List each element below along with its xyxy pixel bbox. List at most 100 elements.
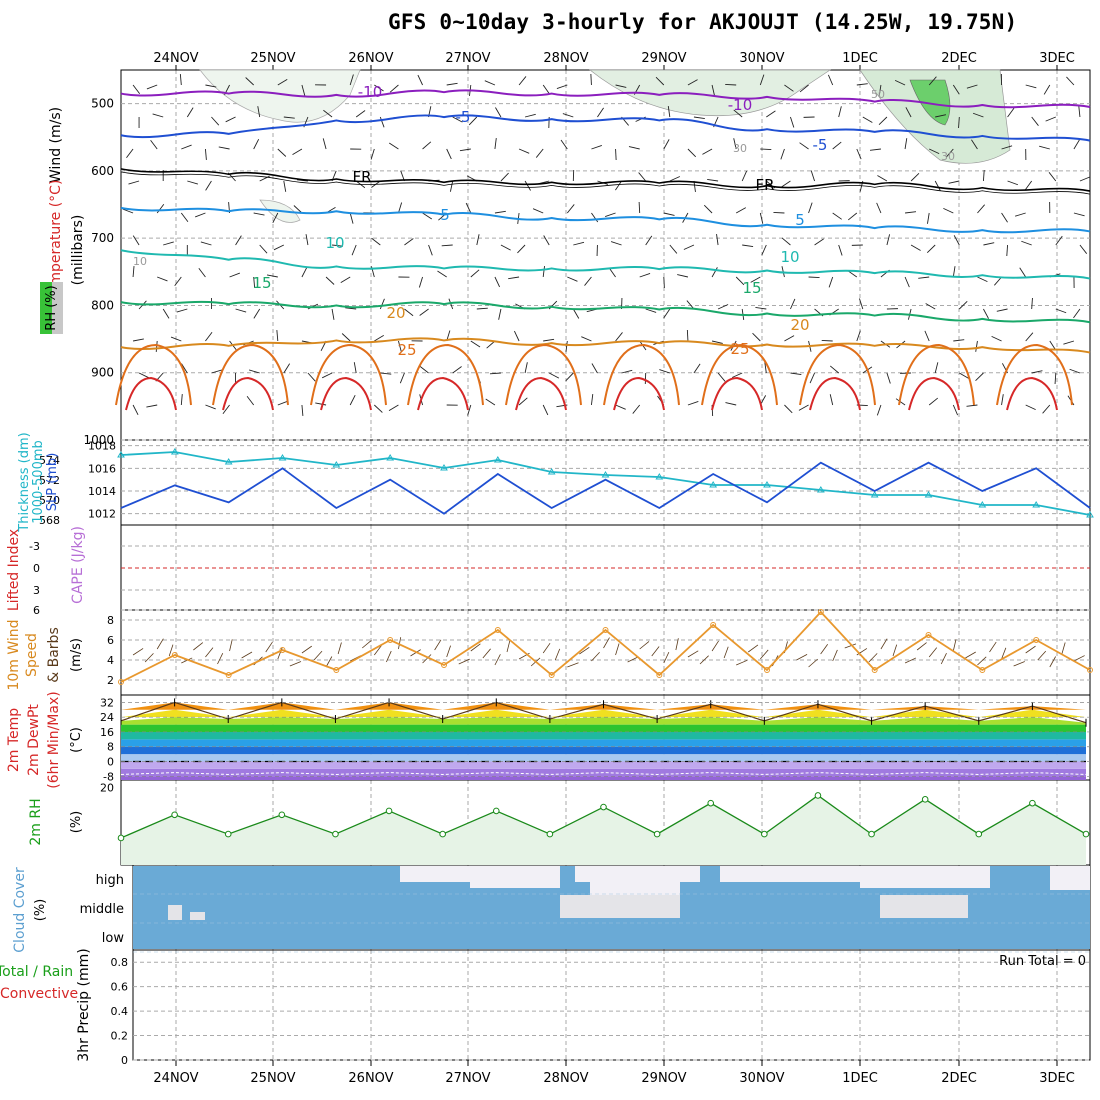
ylabel-2m-rh: 2m RH bbox=[28, 798, 44, 845]
wind-barb bbox=[253, 138, 260, 150]
wind-barb bbox=[205, 404, 216, 410]
wind-barb bbox=[307, 372, 316, 382]
wind-barb bbox=[494, 276, 500, 288]
wind-barb bbox=[229, 272, 240, 278]
wind-barb bbox=[904, 138, 908, 150]
wind-barb bbox=[1048, 172, 1057, 182]
rh-marker bbox=[332, 830, 339, 838]
wind-barb bbox=[277, 400, 289, 406]
thickness-line-marker bbox=[978, 501, 987, 508]
ylabel-rh: RH (%) bbox=[44, 285, 59, 330]
wind-barb bbox=[486, 340, 496, 349]
rh-marker bbox=[546, 830, 554, 838]
wind-barb bbox=[1024, 180, 1033, 191]
wind-barb bbox=[331, 308, 335, 320]
wind-barb bbox=[524, 180, 531, 191]
wind-barb bbox=[349, 212, 354, 224]
wind-barb bbox=[972, 112, 984, 118]
wind-barb bbox=[735, 207, 747, 214]
wind-barb-10m bbox=[808, 658, 818, 668]
wind-barb bbox=[686, 329, 689, 342]
temp-contour-30 bbox=[320, 376, 372, 411]
temp-contour-10 bbox=[120, 249, 1091, 280]
wind-barb bbox=[858, 298, 864, 310]
contour-label: -10 bbox=[358, 83, 383, 101]
wind-barb-10m bbox=[711, 640, 719, 652]
wind-barb bbox=[669, 176, 681, 182]
thickness-line-marker bbox=[332, 461, 341, 468]
wind-barb-10m bbox=[796, 654, 808, 661]
wind-barb-10m bbox=[844, 643, 857, 649]
wind-barb bbox=[953, 339, 965, 342]
temp-band bbox=[121, 739, 1086, 747]
wind-barb bbox=[934, 180, 941, 191]
temp-contour-25 bbox=[212, 343, 289, 406]
wind-barb bbox=[741, 170, 748, 182]
wind-barb bbox=[205, 84, 217, 88]
wind-barb bbox=[315, 402, 327, 406]
wind-barb bbox=[573, 241, 585, 246]
wind-barb bbox=[790, 116, 795, 128]
wind-barb bbox=[711, 84, 715, 96]
cloud-gap-high bbox=[590, 868, 680, 900]
rh-marker bbox=[171, 811, 178, 819]
wind-barb bbox=[181, 363, 188, 374]
wind-barb bbox=[389, 84, 399, 93]
wind-barb bbox=[353, 362, 357, 374]
wind-barb-10m bbox=[603, 637, 610, 649]
wind-barb bbox=[876, 202, 882, 214]
wind-barb bbox=[560, 139, 568, 150]
temp-contour-30 bbox=[613, 376, 665, 411]
temp-contour-25 bbox=[407, 343, 484, 406]
contour-label: 5 bbox=[795, 211, 805, 229]
wind-barb bbox=[542, 404, 549, 416]
wind-barb-10m bbox=[542, 642, 551, 654]
wind-barb bbox=[983, 242, 995, 246]
thickness-line-marker bbox=[117, 451, 125, 458]
wind-speed-line-marker bbox=[494, 627, 501, 633]
wind-barb bbox=[608, 267, 616, 278]
wind-barb bbox=[567, 276, 578, 282]
wind-barb bbox=[717, 304, 729, 310]
wind-speed-line-marker bbox=[279, 647, 286, 653]
temp-tick-label: -8 bbox=[103, 770, 114, 783]
wind-barb bbox=[667, 106, 671, 118]
wind-barb-10m bbox=[832, 649, 838, 662]
wind-barb bbox=[514, 330, 520, 342]
wind-barb bbox=[524, 362, 528, 374]
temp-contour-25 bbox=[701, 343, 778, 406]
slp-tick-label: 1012 bbox=[88, 508, 116, 521]
wind-barb bbox=[198, 267, 206, 278]
wind-barb bbox=[565, 340, 568, 352]
wind-barb bbox=[977, 276, 988, 283]
wind-barb bbox=[542, 84, 550, 95]
wind-speed-line-marker bbox=[656, 672, 663, 678]
pressure-tick-label: 800 bbox=[91, 298, 114, 312]
wind-barb bbox=[934, 362, 939, 374]
wind-barb bbox=[1019, 267, 1027, 278]
wind-barb bbox=[994, 276, 1002, 286]
wind-barb-10m bbox=[494, 654, 501, 666]
wind-barb bbox=[162, 308, 170, 319]
wind-barb bbox=[935, 114, 947, 118]
wind-barb bbox=[814, 238, 824, 246]
wind-barb bbox=[272, 212, 279, 224]
wind-barb bbox=[1025, 404, 1036, 411]
wind-barb bbox=[388, 404, 399, 412]
wind-barb bbox=[977, 204, 985, 214]
wind-barb-10m bbox=[458, 658, 470, 665]
rh-marker bbox=[439, 830, 446, 838]
wind-barb bbox=[476, 234, 480, 246]
wind-barb bbox=[1073, 308, 1081, 319]
wind-barb bbox=[832, 141, 842, 150]
wind-barb-10m bbox=[1025, 645, 1036, 654]
temp-tick-label: 8 bbox=[107, 741, 114, 754]
wind-barb bbox=[276, 330, 279, 342]
wind-speed-line-marker bbox=[1087, 667, 1093, 673]
contour-label: 15 bbox=[742, 279, 761, 297]
wind-barb bbox=[446, 82, 458, 86]
top-date-label: 3DEC bbox=[1039, 51, 1075, 66]
wind-barb bbox=[180, 394, 183, 406]
wind-barb bbox=[1063, 340, 1075, 345]
wind-barb bbox=[1055, 235, 1063, 246]
